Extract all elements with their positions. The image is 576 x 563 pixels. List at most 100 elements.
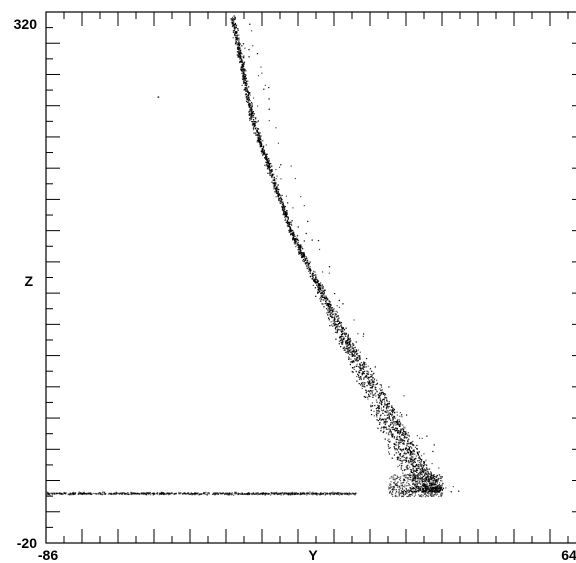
data-point [301,246,303,248]
data-point [431,485,433,487]
data-point [285,212,287,215]
data-point [342,347,344,349]
data-point [315,281,317,283]
data-point [366,375,368,377]
data-point [393,415,395,417]
data-point [381,399,383,402]
data-point [257,492,259,495]
data-point [408,446,411,449]
data-point [400,438,403,440]
data-point [130,491,132,494]
data-point [250,113,253,115]
data-point [61,493,63,495]
data-point [414,446,417,448]
data-point [380,414,382,416]
data-point [416,469,418,471]
data-point [276,492,278,494]
data-point [264,494,266,496]
data-point [363,395,365,398]
data-point [434,482,436,484]
data-point [403,395,405,397]
data-point [306,493,309,495]
data-point [300,253,303,255]
data-point [99,493,101,495]
data-point [333,319,335,321]
data-point [341,331,343,333]
data-point [275,178,277,180]
data-point [320,295,322,297]
data-point [430,478,432,480]
data-point [400,441,402,443]
data-point [247,97,249,99]
data-point [275,196,277,198]
data-point [346,341,349,344]
data-point [282,203,284,205]
data-point [289,234,292,236]
data-point [103,491,105,494]
data-point [407,459,410,462]
data-point [241,67,243,69]
data-point [244,493,247,495]
data-point [402,433,404,435]
data-point [271,181,273,183]
data-point [338,329,340,331]
data-point [416,451,418,453]
data-point [360,384,362,386]
data-point [274,187,276,190]
data-point [238,47,241,49]
data-point [434,489,436,492]
data-point [260,66,262,68]
data-point [439,489,442,491]
data-point [303,240,305,242]
data-point [325,492,327,494]
data-point [376,407,379,409]
data-point [254,121,257,123]
data-point [395,429,397,432]
data-point [397,451,400,453]
data-point [394,443,396,445]
data-point [373,410,375,412]
data-point [363,377,365,379]
data-point [416,477,418,479]
data-point [251,105,253,108]
data-point [347,351,349,353]
data-point [405,466,407,468]
data-point [327,307,330,309]
data-point [275,190,277,192]
data-point [142,492,145,495]
data-point [205,491,207,493]
data-point [242,65,245,67]
data-point [320,492,322,494]
data-point [339,336,342,338]
data-point [408,462,410,464]
data-point [234,23,236,25]
data-point [318,492,320,495]
data-point [269,173,271,175]
data-point [234,17,236,19]
data-point [154,493,156,495]
data-point [370,379,372,381]
data-point [234,16,236,18]
data-point [419,473,421,475]
data-point [323,290,325,292]
data-point [393,454,396,456]
data-point [346,492,348,494]
data-point [345,345,348,347]
data-point [213,492,216,494]
data-point [332,493,334,495]
data-point [408,474,410,477]
data-point [399,459,401,462]
data-point [220,492,222,495]
data-point [245,80,248,83]
data-point [328,304,330,306]
data-point [388,386,390,388]
data-point [295,238,297,241]
data-point [273,493,275,495]
data-point [352,344,354,347]
data-point [356,375,358,378]
data-point [232,19,234,22]
data-point [339,339,341,341]
data-point [189,493,191,495]
data-point [410,446,412,448]
